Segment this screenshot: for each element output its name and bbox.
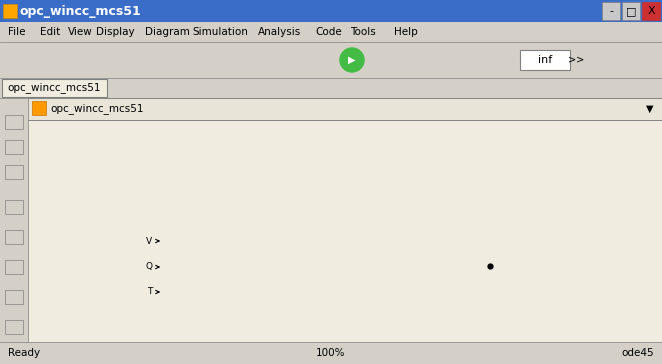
- Text: inf: inf: [538, 55, 552, 65]
- Bar: [0, 22, 662, 42]
- Bar: [5, 260, 23, 274]
- Text: Edit: Edit: [40, 27, 60, 37]
- Text: ▼: ▼: [646, 104, 654, 114]
- Text: V: V: [146, 237, 152, 245]
- Text: OPC Write (Sync):: OPC Write (Sync):: [524, 237, 610, 247]
- Text: T: T: [146, 288, 152, 297]
- Bar: [0, 342, 662, 364]
- Text: OPC Config: OPC Config: [77, 170, 132, 180]
- Text: opc_wincc_mcs51: opc_wincc_mcs51: [7, 83, 101, 94]
- Bar: [28, 98, 662, 120]
- Text: 100%: 100%: [316, 348, 346, 358]
- Text: Simulation: Simulation: [192, 27, 248, 37]
- Bar: [32, 101, 46, 115]
- Text: OPC Read (Device):: OPC Read (Device):: [49, 240, 145, 250]
- Bar: [2, 79, 107, 97]
- Text: 50s+1: 50s+1: [334, 274, 366, 284]
- Bar: [413, 240, 475, 292]
- Text: PV: PV: [561, 273, 573, 283]
- Text: Tools: Tools: [350, 27, 376, 37]
- Bar: [5, 140, 23, 154]
- Text: 1.0: 1.0: [227, 248, 243, 258]
- Text: 2.0: 2.0: [342, 248, 357, 258]
- Text: OPC Configuration: OPC Configuration: [60, 219, 150, 229]
- Bar: [310, 240, 390, 292]
- Bar: [0, 78, 662, 98]
- Text: Real-Time: Real-Time: [81, 196, 129, 206]
- Bar: [5, 230, 23, 244]
- Bar: [602, 2, 620, 20]
- Text: Q: Q: [145, 262, 152, 272]
- Text: Diagram: Diagram: [145, 27, 190, 37]
- Text: File: File: [8, 27, 26, 37]
- Text: View: View: [68, 27, 93, 37]
- Bar: [5, 200, 23, 214]
- Bar: [3, 4, 17, 18]
- Text: Help: Help: [394, 27, 418, 37]
- Text: ▶: ▶: [348, 55, 355, 65]
- Text: opc_wincc_mcs51: opc_wincc_mcs51: [50, 103, 144, 114]
- Bar: [5, 165, 23, 179]
- Bar: [0, 98, 28, 342]
- Text: OPC Read: OPC Read: [73, 317, 121, 327]
- Text: Transport: Transport: [421, 297, 467, 307]
- Text: Analysis: Analysis: [258, 27, 301, 37]
- Bar: [195, 240, 275, 292]
- Bar: [55, 162, 155, 214]
- Bar: [521, 175, 558, 211]
- Bar: [5, 320, 23, 334]
- Bar: [28, 120, 662, 342]
- Text: -: -: [609, 6, 613, 16]
- Text: Ready: Ready: [8, 348, 40, 358]
- Circle shape: [340, 48, 364, 72]
- Text: Delay: Delay: [430, 308, 458, 318]
- Bar: [495, 224, 640, 296]
- Bar: [5, 115, 23, 129]
- Text: MV: MV: [89, 284, 105, 294]
- Text: Code: Code: [315, 27, 342, 37]
- Bar: [622, 2, 640, 20]
- Bar: [516, 170, 563, 216]
- Text: OPC Write1: OPC Write1: [540, 301, 594, 311]
- Bar: [0, 0, 662, 22]
- Text: □: □: [626, 6, 636, 16]
- Text: ode45: ode45: [622, 348, 654, 358]
- Bar: [40, 222, 155, 312]
- Text: Display: Display: [96, 27, 134, 37]
- Bar: [642, 2, 660, 20]
- Text: Scope: Scope: [524, 221, 554, 231]
- Text: >>: >>: [568, 55, 584, 65]
- Bar: [0, 42, 662, 78]
- Bar: [5, 290, 23, 304]
- Text: Transfer Fcn1: Transfer Fcn1: [202, 297, 268, 307]
- Text: opc_wincc_mcs51: opc_wincc_mcs51: [20, 4, 142, 17]
- Text: Transfer Fcn2: Transfer Fcn2: [317, 297, 383, 307]
- Bar: [520, 50, 570, 70]
- Text: X: X: [647, 6, 655, 16]
- Text: 100s+1: 100s+1: [216, 274, 254, 284]
